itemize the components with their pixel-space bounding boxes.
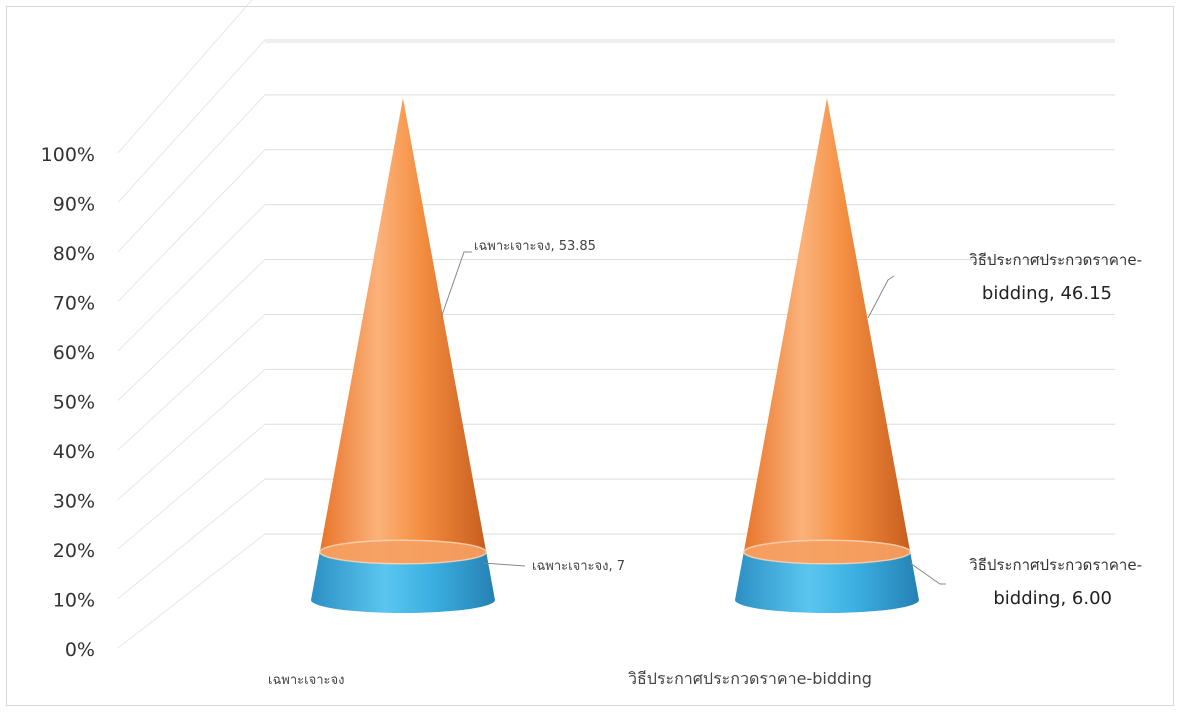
y-tick-label: 20%: [53, 540, 95, 562]
cone-segment: [735, 552, 919, 613]
chart-frame: [6, 6, 1174, 706]
x-tick-label: เฉพาะเจาะจง: [268, 673, 344, 688]
data-label: วิธีประกาศประกวดราคาe-: [969, 556, 1142, 574]
y-tick-label: 100%: [41, 144, 95, 166]
y-axis-ticks: 0% 10% 20% 30% 40% 50% 60% 70% 80% 90% 100%: [41, 144, 95, 661]
cone-segment: [311, 552, 495, 613]
gridline-side: [117, 368, 266, 500]
gridline-side: [117, 149, 266, 302]
gridline-side: [117, 478, 266, 599]
leader-line: [482, 562, 526, 567]
cone-segment-top: [743, 539, 911, 565]
data-label: วิธีประกาศประกวดราคาe-: [969, 251, 1142, 269]
gridline-side: [117, 39, 266, 203]
gridline-side: [117, 94, 266, 253]
data-label: bidding, 46.15: [982, 283, 1112, 304]
gridline-side: [117, 533, 266, 649]
data-label: เฉพาะเจาะจง, 7: [532, 559, 625, 574]
leader-line: [909, 562, 946, 585]
cone-segment-top: [319, 539, 487, 565]
gridline-side: [117, 0, 253, 154]
leader-line: [867, 275, 895, 319]
data-label: bidding, 6.00: [993, 588, 1112, 609]
cones: [311, 98, 919, 613]
y-tick-label: 40%: [53, 441, 95, 463]
y-tick-label: 60%: [53, 342, 95, 364]
y-tick-label: 70%: [53, 293, 95, 315]
data-labels: เฉพาะเจาะจง, 53.85 เฉพาะเจาะจง, 7 วิธีประก…: [440, 239, 1142, 609]
data-label: เฉพาะเจาะจง, 53.85: [474, 239, 596, 254]
y-tick-label: 30%: [53, 491, 95, 513]
cone-segment: [743, 98, 911, 564]
gridline-side: [117, 314, 266, 451]
gridline-side: [117, 204, 266, 352]
leader-line: [440, 251, 472, 319]
y-tick-label: 10%: [53, 590, 95, 612]
gridline-side: [117, 423, 266, 550]
x-axis-ticks: เฉพาะเจาะจง วิธีประกาศประกวดราคาe-bidding: [268, 669, 872, 688]
y-tick-label: 0%: [65, 639, 95, 661]
cone-segment: [319, 98, 487, 564]
gridlines: [117, 0, 1115, 649]
y-tick-label: 90%: [53, 194, 95, 216]
y-tick-label: 50%: [53, 392, 95, 414]
gridline-side: [117, 259, 266, 401]
y-tick-label: 80%: [53, 243, 95, 265]
x-tick-label: วิธีประกาศประกวดราคาe-bidding: [628, 669, 872, 688]
